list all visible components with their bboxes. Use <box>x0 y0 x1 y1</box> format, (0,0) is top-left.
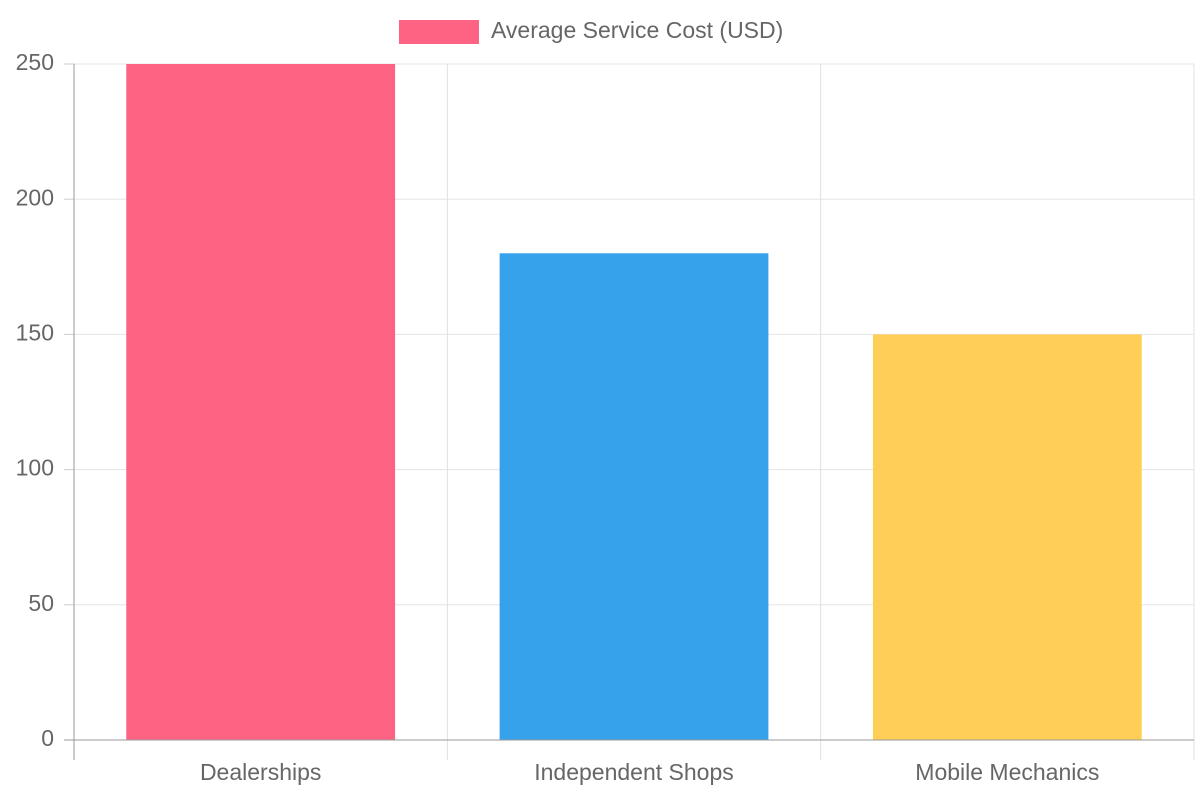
bars <box>126 64 1142 740</box>
legend-label[interactable]: Average Service Cost (USD) <box>491 17 783 43</box>
bar-independent-shops[interactable] <box>499 253 769 740</box>
x-tick-label: Mobile Mechanics <box>915 759 1099 785</box>
y-tick-label: 100 <box>16 455 54 481</box>
y-tick-label: 0 <box>41 725 54 751</box>
axes: 0 50 100 150 200 250 Dealerships Independent Sh… <box>16 49 1194 785</box>
legend[interactable]: Average Service Cost (USD) <box>399 17 783 44</box>
x-tick-label: Independent Shops <box>534 759 734 785</box>
bar-dealerships[interactable] <box>126 64 396 740</box>
legend-swatch[interactable] <box>399 20 479 44</box>
y-tick-label: 150 <box>16 319 54 345</box>
y-tick-label: 250 <box>16 49 54 75</box>
y-tick-label: 200 <box>16 184 54 210</box>
bar-mobile-mechanics[interactable] <box>872 334 1142 740</box>
x-tick-label: Dealerships <box>200 759 321 785</box>
y-tick-label: 50 <box>28 590 54 616</box>
